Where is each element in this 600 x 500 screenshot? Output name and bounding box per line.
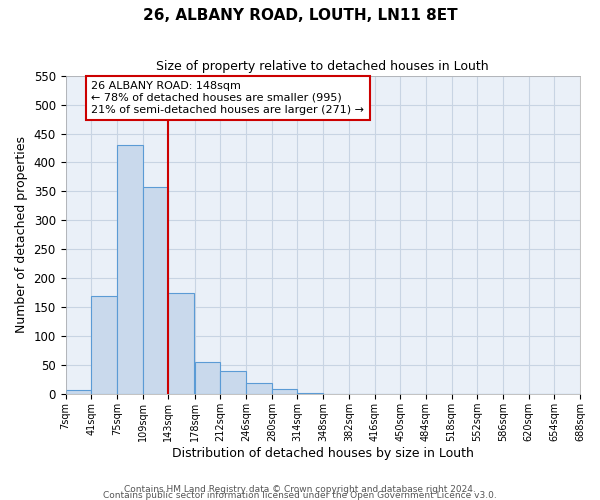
Y-axis label: Number of detached properties: Number of detached properties [15, 136, 28, 334]
Bar [168, 293, 194, 394]
Bar [117, 145, 143, 394]
Text: Contains public sector information licensed under the Open Government Licence v3: Contains public sector information licen… [103, 490, 497, 500]
Text: Contains HM Land Registry data © Crown copyright and database right 2024.: Contains HM Land Registry data © Crown c… [124, 484, 476, 494]
Text: 26, ALBANY ROAD, LOUTH, LN11 8ET: 26, ALBANY ROAD, LOUTH, LN11 8ET [143, 8, 457, 22]
Bar [220, 371, 246, 394]
Bar [298, 393, 323, 394]
Bar [65, 390, 91, 394]
Title: Size of property relative to detached houses in Louth: Size of property relative to detached ho… [157, 60, 489, 73]
Bar [91, 296, 117, 394]
Bar [272, 388, 298, 394]
Bar [195, 362, 220, 394]
Bar [143, 188, 168, 394]
Bar [246, 382, 272, 394]
Text: 26 ALBANY ROAD: 148sqm
← 78% of detached houses are smaller (995)
21% of semi-de: 26 ALBANY ROAD: 148sqm ← 78% of detached… [91, 82, 364, 114]
X-axis label: Distribution of detached houses by size in Louth: Distribution of detached houses by size … [172, 447, 474, 460]
